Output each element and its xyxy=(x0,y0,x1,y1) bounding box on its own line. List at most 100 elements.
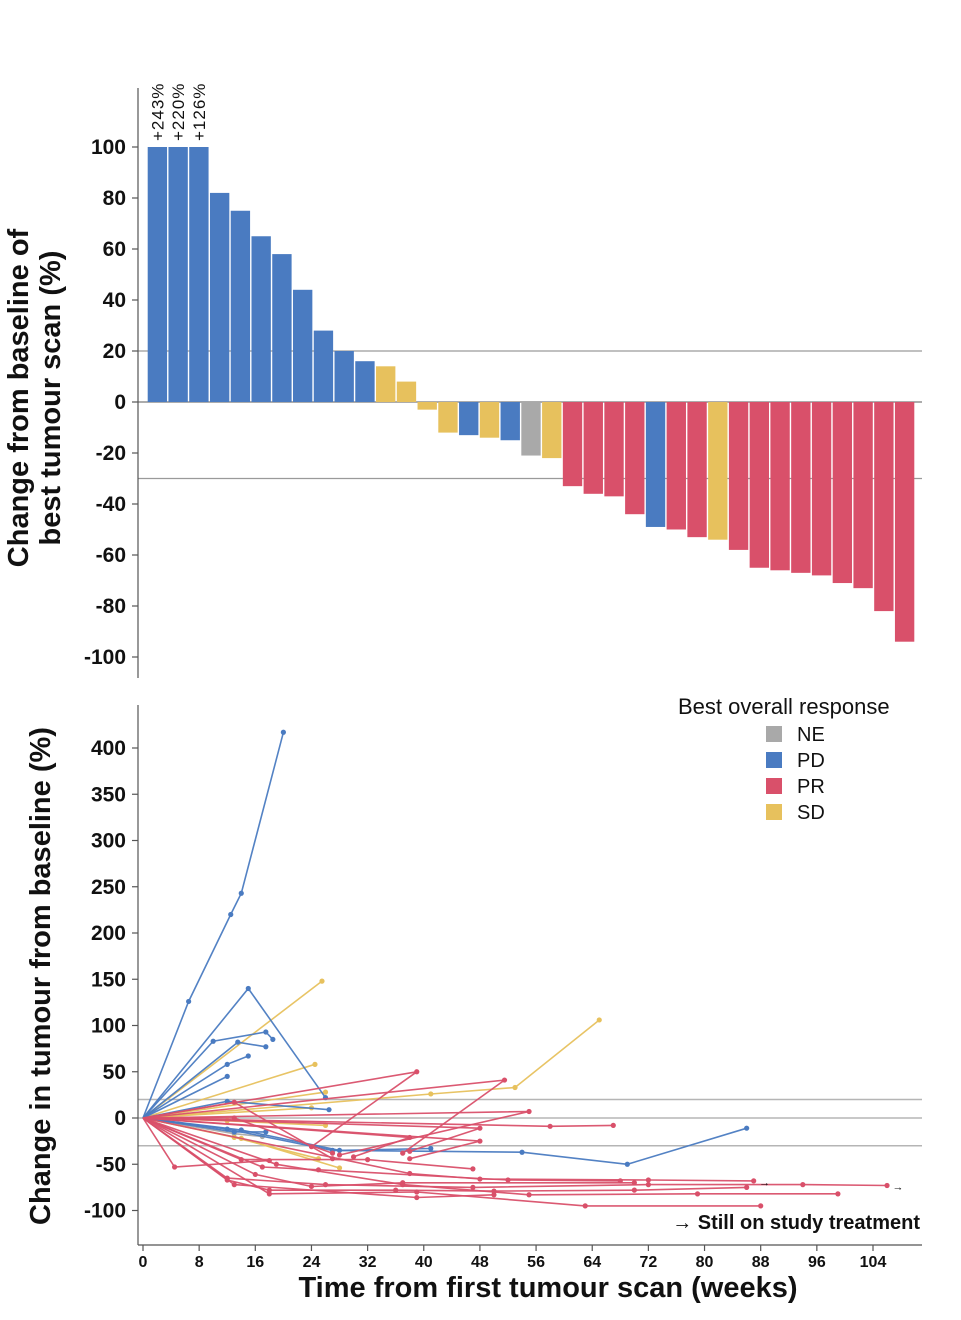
spider-y-tick-label: 300 xyxy=(91,830,126,853)
spider-series-point xyxy=(645,1177,651,1183)
spider-series-point xyxy=(744,1184,750,1190)
spider-series-point xyxy=(407,1148,413,1154)
waterfall-bar-pd xyxy=(168,147,188,402)
spider-x-tick-label: 104 xyxy=(860,1254,887,1271)
spider-series-pd xyxy=(142,1029,276,1119)
spider-series-point xyxy=(231,1099,237,1105)
spider-series-point xyxy=(326,1107,332,1113)
spider-y-tick-label: 0 xyxy=(114,1107,126,1130)
legend-swatch xyxy=(766,726,782,742)
waterfall-bar-pd xyxy=(189,147,209,402)
legend-label: NE xyxy=(797,724,825,746)
spider-series-point xyxy=(365,1157,371,1163)
spider-series-pd xyxy=(142,729,286,1119)
spider-series-point xyxy=(491,1192,497,1198)
waterfall-bar-pd xyxy=(209,192,230,402)
waterfall-bar-pd xyxy=(272,254,292,402)
spider-series-point xyxy=(224,1061,230,1067)
waterfall-bar-sd xyxy=(376,366,396,402)
waterfall-bar-pr xyxy=(832,402,853,584)
waterfall-bar-pr xyxy=(894,402,915,642)
spider-series-point xyxy=(526,1192,532,1198)
spider-series-pd xyxy=(142,1039,269,1119)
waterfall-bar-sd xyxy=(479,402,500,438)
spider-series-point xyxy=(235,1039,241,1045)
waterfall-bar-pd xyxy=(500,402,520,441)
still-on-treatment-note: → Still on study treatment xyxy=(672,1212,920,1234)
spider-y-tick-label: 150 xyxy=(91,968,126,991)
spider-series-line xyxy=(142,987,327,1119)
spider-series-pr xyxy=(142,1117,841,1198)
spider-series-point xyxy=(312,1061,318,1067)
spider-series-line xyxy=(142,1117,495,1199)
spider-series-point xyxy=(319,978,325,984)
legend-label: PR xyxy=(797,776,825,798)
legend-swatch xyxy=(766,804,782,820)
spider-series-point xyxy=(231,1115,237,1121)
waterfall-bar-pr xyxy=(562,402,583,487)
waterfall-bar-pr xyxy=(811,402,832,576)
waterfall-y-tick-label: 60 xyxy=(103,238,126,261)
spider-x-tick-label: 48 xyxy=(471,1254,489,1271)
spider-series-pr xyxy=(142,1117,616,1129)
spider-y-tick-label: 50 xyxy=(103,1061,126,1084)
waterfall-bar-pr xyxy=(770,402,790,571)
spider-series-point xyxy=(350,1154,357,1160)
spider-series-line xyxy=(142,980,323,1119)
spider-series-point xyxy=(245,1053,251,1059)
spider-series-line xyxy=(142,1031,274,1119)
legend-label: SD xyxy=(797,802,825,824)
spider-series-point xyxy=(645,1182,651,1188)
spider-series-point xyxy=(171,1164,178,1170)
waterfall-bar-pr xyxy=(625,402,645,515)
spider-series-point xyxy=(519,1149,525,1155)
spider-series-pd xyxy=(142,1053,251,1119)
waterfall-bar-pr xyxy=(583,402,603,494)
spider-series-point xyxy=(582,1203,588,1209)
spider-series-pd xyxy=(142,1117,269,1135)
still-on-treatment-arrow: → xyxy=(759,1177,770,1189)
waterfall-bar-pd xyxy=(313,330,334,402)
waterfall-bar-pr xyxy=(666,402,686,530)
legend-entries: NE PD PR SD xyxy=(766,724,825,824)
spider-series-point xyxy=(400,1150,406,1156)
spider-series-line xyxy=(142,1107,312,1119)
spider-series-pr xyxy=(143,1115,336,1156)
spider-x-tick-label: 80 xyxy=(696,1254,714,1271)
spider-series-point xyxy=(329,1150,336,1156)
spider-series-point xyxy=(238,890,244,896)
spider-series-point xyxy=(273,1161,279,1167)
spider-series-point xyxy=(526,1108,532,1115)
spider-x-tick-label: 72 xyxy=(639,1254,657,1271)
spider-series-point xyxy=(596,1017,602,1023)
spider-x-tick-label: 40 xyxy=(415,1254,433,1271)
spider-series-point xyxy=(228,911,234,918)
spider-series-line xyxy=(142,1075,228,1119)
spider-series-sd xyxy=(142,1061,318,1119)
waterfall-y-tick-label: -100 xyxy=(84,646,126,669)
spider-series-point xyxy=(322,1089,329,1095)
waterfall-bar-sd xyxy=(417,402,437,410)
waterfall-bar-pr xyxy=(687,402,707,538)
spider-series-point xyxy=(210,1038,216,1044)
spider-series-point xyxy=(336,1165,343,1171)
spider-series-line xyxy=(142,732,285,1119)
waterfall-bar-pr xyxy=(791,402,811,573)
waterfall-bar-sd xyxy=(396,381,417,402)
waterfall-bar-ne xyxy=(521,402,541,456)
spider-series-line xyxy=(142,1117,473,1170)
spider-series-sd xyxy=(142,1089,329,1119)
spider-series-point xyxy=(186,998,192,1005)
waterfall-y-tick-label: -80 xyxy=(96,595,126,618)
spider-series-point xyxy=(547,1123,553,1129)
waterfall-bar-pd xyxy=(459,402,479,436)
spider-series-point xyxy=(414,1069,420,1075)
spider-series-point xyxy=(336,1152,343,1158)
spider-series-point xyxy=(407,1156,413,1162)
waterfall-bar-pd xyxy=(251,236,271,402)
spider-series-pd xyxy=(142,985,329,1119)
spider-series-line xyxy=(142,1091,326,1119)
spider-series-point xyxy=(414,1194,420,1201)
spider-series-point xyxy=(694,1191,701,1197)
waterfall-y-tick-label: 0 xyxy=(114,391,126,414)
